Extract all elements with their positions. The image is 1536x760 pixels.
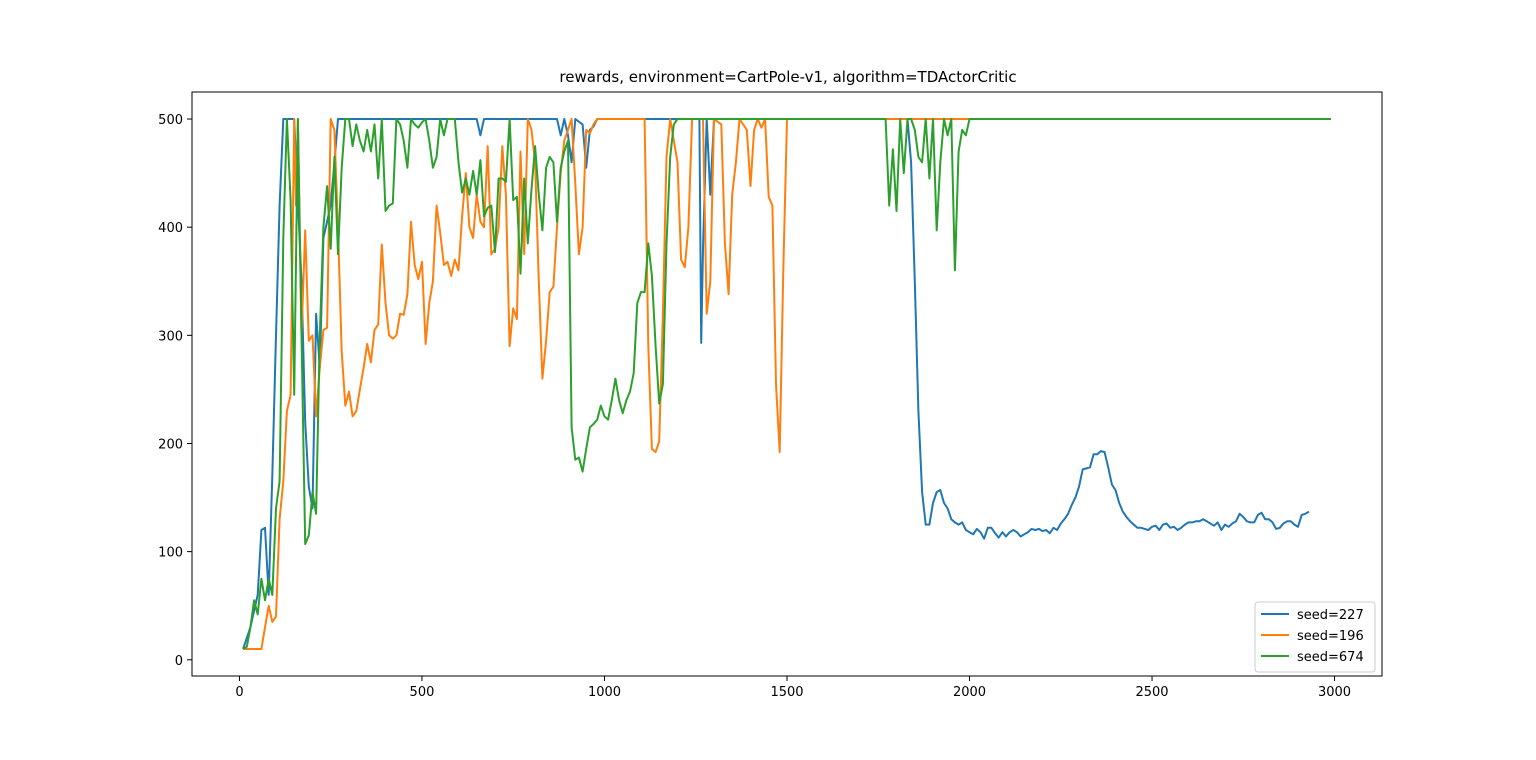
legend: seed=227 seed=196 seed=674 [1254,601,1376,673]
x-tick-label: 3000 [1318,685,1351,700]
legend-entry: seed=674 [1297,650,1364,665]
y-tick-label: 200 [158,437,183,452]
legend-entry: seed=196 [1297,629,1364,644]
x-axis: 0 500 1000 1500 2000 2500 3000 [235,676,1351,700]
y-axis: 0 100 200 300 400 500 [158,113,192,669]
y-tick-label: 100 [158,546,183,561]
series-line-seed-674 [242,118,1331,650]
series-line-seed-196 [243,118,1331,650]
x-tick-label: 1500 [770,685,803,700]
x-tick-label: 1000 [588,685,621,700]
y-tick-label: 0 [175,654,183,669]
legend-entry: seed=227 [1297,608,1364,623]
series-layer [242,118,1331,650]
x-tick-label: 500 [410,685,435,700]
chart-title: rewards, environment=CartPole-v1, algori… [559,68,1016,86]
y-tick-label: 300 [158,329,183,344]
series-line-seed-227 [242,118,1310,650]
x-tick-label: 0 [235,685,243,700]
plot-area: 0 500 1000 1500 2000 2500 3000 0 100 200 300 400 50… [158,91,1383,700]
y-tick-label: 400 [158,221,183,236]
x-tick-label: 2000 [953,685,986,700]
x-tick-label: 2500 [1135,685,1168,700]
y-tick-label: 500 [158,113,183,128]
legend-box [1254,601,1376,673]
